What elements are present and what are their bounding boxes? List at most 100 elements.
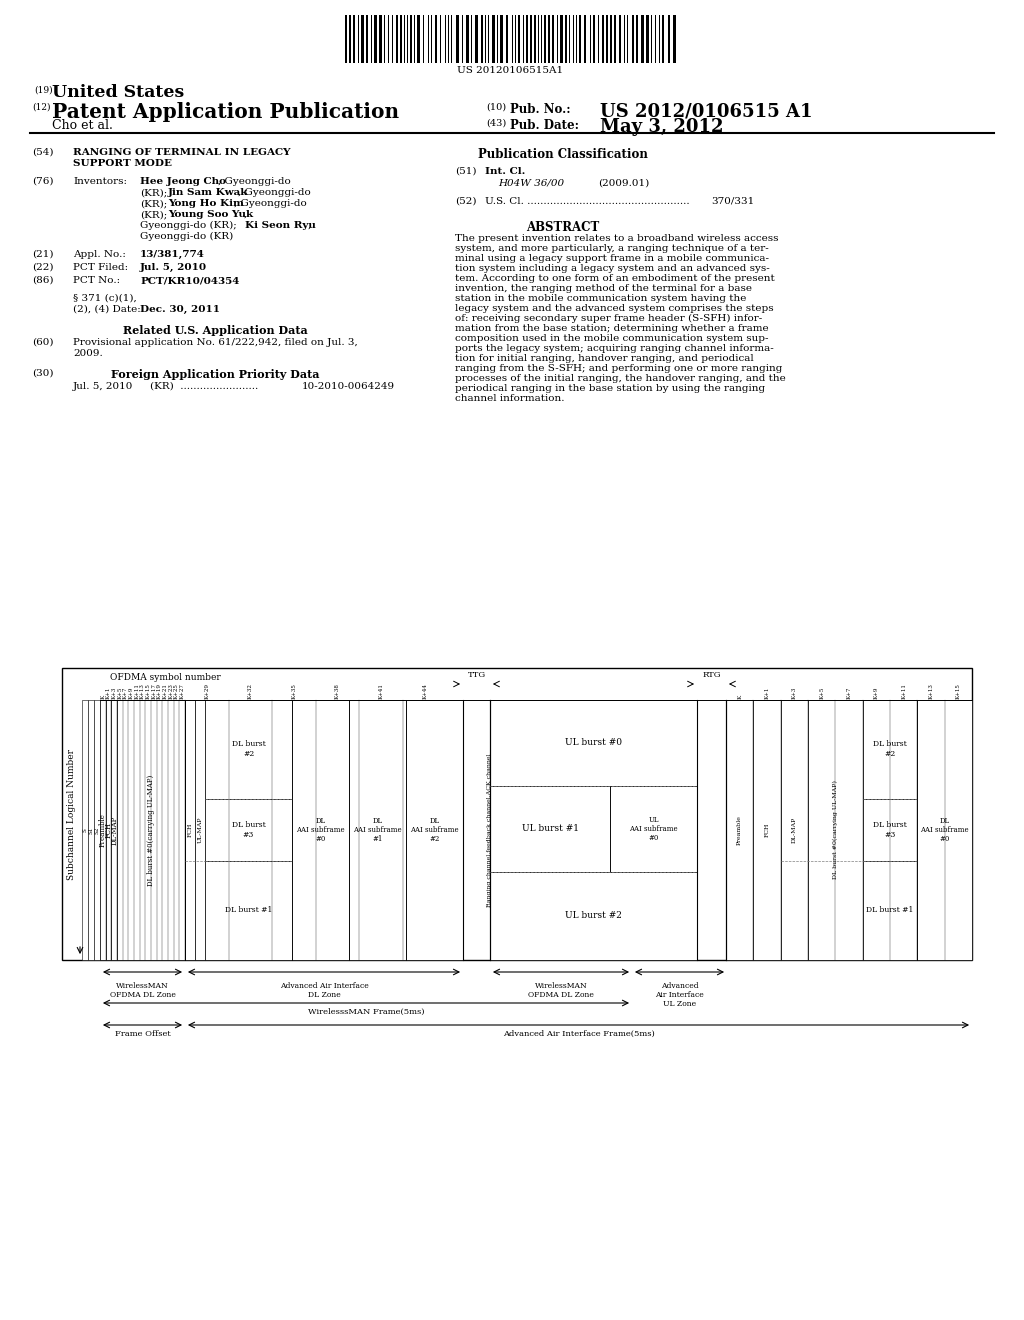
Text: DL burst #0(carrying UL-MAP): DL burst #0(carrying UL-MAP) bbox=[147, 775, 155, 886]
Bar bbox=[673, 15, 676, 63]
Bar bbox=[205, 799, 292, 861]
Text: K+11: K+11 bbox=[134, 684, 139, 700]
Text: K+13: K+13 bbox=[140, 684, 145, 700]
Text: mation from the base station; determining whether a frame: mation from the base station; determinin… bbox=[455, 323, 769, 333]
Text: K: K bbox=[100, 694, 105, 700]
Text: (KR);: (KR); bbox=[140, 199, 167, 209]
Text: Subchannel Logical Number: Subchannel Logical Number bbox=[67, 748, 76, 879]
Bar bbox=[500, 15, 503, 63]
Text: (54): (54) bbox=[32, 148, 53, 157]
Text: US 2012/0106515 A1: US 2012/0106515 A1 bbox=[600, 102, 812, 120]
Bar bbox=[726, 700, 754, 960]
Text: Int. Cl.: Int. Cl. bbox=[485, 168, 525, 176]
Text: Advanced Air Interface Frame(5ms): Advanced Air Interface Frame(5ms) bbox=[503, 1030, 654, 1038]
Bar bbox=[808, 700, 862, 960]
Bar bbox=[439, 15, 440, 63]
Text: , Gyeonggi-do: , Gyeonggi-do bbox=[234, 199, 307, 209]
Bar bbox=[515, 15, 516, 63]
Bar bbox=[361, 15, 364, 63]
Bar bbox=[379, 15, 382, 63]
Text: Jul. 5, 2010: Jul. 5, 2010 bbox=[73, 381, 133, 391]
Text: DL burst
#2: DL burst #2 bbox=[873, 741, 907, 758]
Bar bbox=[575, 15, 577, 63]
Bar bbox=[579, 15, 581, 63]
Text: (51): (51) bbox=[455, 168, 476, 176]
Bar bbox=[88, 700, 94, 960]
Text: ,: , bbox=[244, 210, 247, 219]
Bar bbox=[366, 15, 368, 63]
Bar bbox=[462, 15, 463, 63]
Text: K+15: K+15 bbox=[145, 684, 151, 700]
Text: Pub. No.:: Pub. No.: bbox=[510, 103, 570, 116]
Bar bbox=[557, 15, 558, 63]
Bar bbox=[602, 15, 603, 63]
Bar bbox=[627, 15, 629, 63]
Bar bbox=[423, 15, 424, 63]
Bar bbox=[584, 15, 586, 63]
Bar bbox=[428, 15, 429, 63]
Bar bbox=[862, 700, 918, 799]
Text: ranging from the S-SFH; and performing one or more ranging: ranging from the S-SFH; and performing o… bbox=[455, 364, 782, 374]
Text: UL
AAI subframe
#0: UL AAI subframe #0 bbox=[629, 816, 678, 842]
Text: of: receiving secondary super frame header (S-SFH) infor-: of: receiving secondary super frame head… bbox=[455, 314, 762, 323]
Text: PCT/KR10/04354: PCT/KR10/04354 bbox=[140, 276, 240, 285]
Text: DL
AAI subframe
#0: DL AAI subframe #0 bbox=[921, 817, 969, 843]
Text: Jin Sam Kwak: Jin Sam Kwak bbox=[168, 187, 249, 197]
Text: K+27: K+27 bbox=[179, 684, 184, 700]
Text: K+1: K+1 bbox=[765, 686, 769, 700]
Bar bbox=[400, 15, 402, 63]
Text: (60): (60) bbox=[32, 338, 53, 347]
Text: tem. According to one form of an embodiment of the present: tem. According to one form of an embodim… bbox=[455, 275, 775, 282]
Bar bbox=[456, 15, 459, 63]
Bar bbox=[754, 700, 780, 960]
Bar bbox=[523, 15, 524, 63]
Text: invention, the ranging method of the terminal for a base: invention, the ranging method of the ter… bbox=[455, 284, 752, 293]
Bar bbox=[490, 785, 610, 871]
Bar bbox=[205, 700, 292, 799]
Text: 13/381,774: 13/381,774 bbox=[140, 249, 205, 259]
Bar bbox=[94, 700, 100, 960]
Bar bbox=[374, 15, 377, 63]
Text: DL
AAI subframe
#2: DL AAI subframe #2 bbox=[411, 817, 459, 843]
Bar bbox=[447, 15, 449, 63]
Bar bbox=[614, 15, 616, 63]
Text: Related U.S. Application Data: Related U.S. Application Data bbox=[123, 325, 307, 337]
Text: FCH: FCH bbox=[187, 822, 193, 837]
Text: S: S bbox=[83, 828, 87, 832]
Text: FCH: FCH bbox=[765, 822, 769, 837]
Text: (21): (21) bbox=[32, 249, 53, 259]
Bar bbox=[646, 15, 649, 63]
Text: K+1: K+1 bbox=[106, 686, 111, 700]
Bar bbox=[862, 861, 918, 960]
Bar bbox=[659, 15, 660, 63]
Text: The present invention relates to a broadband wireless access: The present invention relates to a broad… bbox=[455, 234, 778, 243]
Bar bbox=[548, 15, 550, 63]
Text: S1: S1 bbox=[88, 826, 93, 834]
Text: Young Soo Yuk: Young Soo Yuk bbox=[168, 210, 253, 219]
Bar bbox=[598, 15, 599, 63]
Bar bbox=[663, 15, 665, 63]
Bar bbox=[565, 15, 566, 63]
Text: DL-MAP: DL-MAP bbox=[792, 817, 797, 843]
Bar bbox=[518, 15, 520, 63]
Text: K+9: K+9 bbox=[129, 686, 134, 700]
Bar bbox=[862, 799, 918, 861]
Bar bbox=[451, 15, 453, 63]
Bar bbox=[435, 15, 437, 63]
Bar bbox=[568, 15, 569, 63]
Text: Jul. 5, 2010: Jul. 5, 2010 bbox=[140, 263, 207, 272]
Text: K+13: K+13 bbox=[929, 684, 934, 700]
Text: periodical ranging in the base station by using the ranging: periodical ranging in the base station b… bbox=[455, 384, 765, 393]
Bar bbox=[530, 15, 532, 63]
Text: May 3, 2012: May 3, 2012 bbox=[600, 117, 724, 136]
Bar bbox=[475, 15, 478, 63]
Text: Ki Seon Ryu: Ki Seon Ryu bbox=[245, 220, 315, 230]
Bar bbox=[512, 15, 513, 63]
Text: DL burst #0(carrying UL-MAP): DL burst #0(carrying UL-MAP) bbox=[833, 780, 838, 879]
Text: DL burst #1: DL burst #1 bbox=[225, 906, 272, 913]
Text: DL burst
#3: DL burst #3 bbox=[231, 821, 265, 838]
Text: OFDMA symbol number: OFDMA symbol number bbox=[110, 673, 221, 682]
Bar bbox=[408, 15, 409, 63]
Bar bbox=[655, 15, 656, 63]
Text: system, and more particularly, a ranging technique of a ter-: system, and more particularly, a ranging… bbox=[455, 244, 769, 253]
